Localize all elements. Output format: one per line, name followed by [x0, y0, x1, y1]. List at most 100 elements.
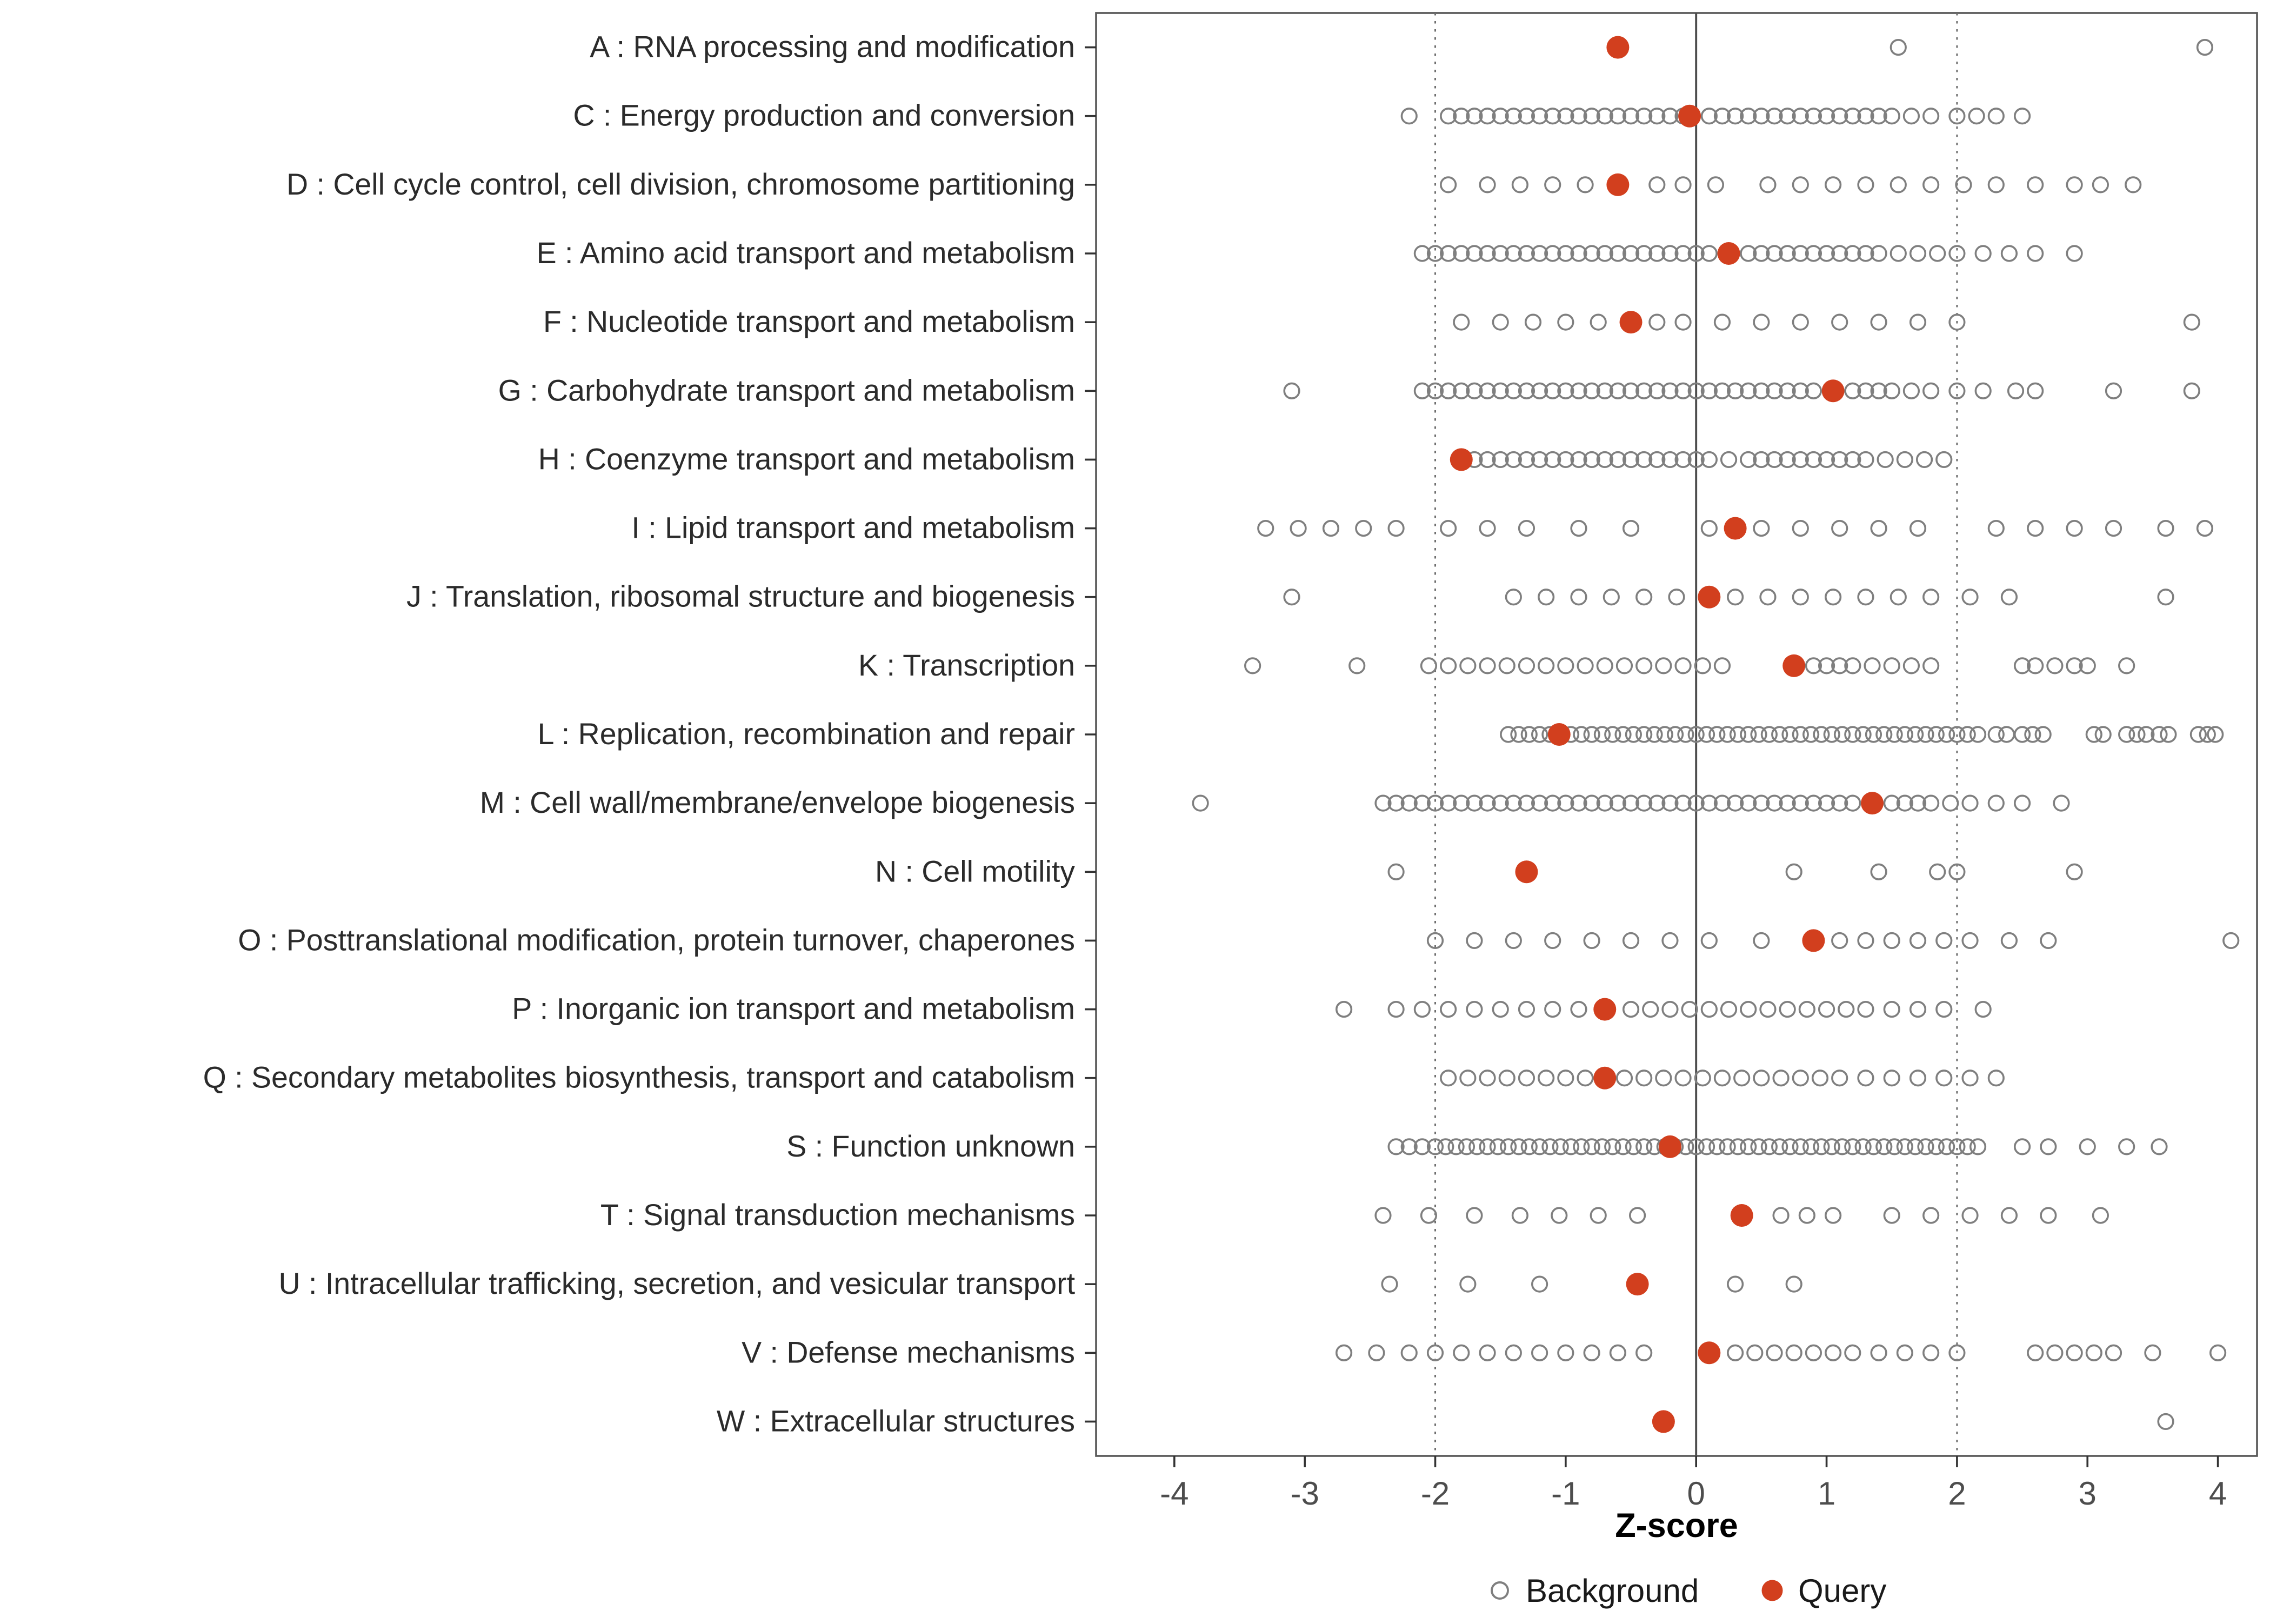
- background-point: [2196, 38, 2214, 56]
- background-point: [1987, 176, 2005, 193]
- background-point: [1593, 1138, 1611, 1155]
- background-point: [1708, 726, 1726, 743]
- y-axis-label: K : Transcription: [858, 649, 1075, 682]
- background-point: [1968, 108, 1985, 125]
- background-point: [1283, 382, 1300, 399]
- background-point: [2199, 726, 2216, 743]
- background-point: [1635, 1344, 1653, 1361]
- background-point: [1740, 1000, 1757, 1018]
- background-point: [1520, 1138, 1538, 1155]
- background-point: [1622, 451, 1640, 469]
- background-point: [1674, 451, 1692, 469]
- background-point: [1557, 657, 1574, 674]
- background-point: [1969, 726, 1987, 743]
- background-point: [1700, 932, 1718, 950]
- background-point: [1902, 108, 1920, 125]
- background-point: [2094, 726, 2112, 743]
- background-point: [1875, 1138, 1893, 1155]
- background-point: [1857, 245, 1874, 262]
- background-point: [1760, 726, 1778, 743]
- background-point: [1825, 1344, 1842, 1361]
- background-point: [1825, 589, 1842, 606]
- background-point: [1635, 382, 1653, 399]
- background-point: [2092, 176, 2109, 193]
- legend-background-marker-icon: [1491, 1581, 1509, 1600]
- background-point: [1700, 382, 1718, 399]
- background-point: [2092, 1207, 2109, 1224]
- background-point: [1674, 245, 1692, 262]
- background-point: [1681, 1000, 1698, 1018]
- background-point: [1557, 451, 1574, 469]
- background-point: [1511, 176, 1528, 193]
- background-point: [1244, 657, 1261, 674]
- background-point: [2013, 108, 2031, 125]
- background-point: [2085, 726, 2102, 743]
- background-point: [1583, 108, 1600, 125]
- background-point: [1413, 1000, 1431, 1018]
- background-point: [1781, 726, 1799, 743]
- background-point: [1700, 519, 1718, 537]
- background-point: [1538, 589, 1555, 606]
- background-point: [2196, 519, 2214, 537]
- background-point: [1426, 794, 1444, 812]
- background-point: [1844, 108, 1861, 125]
- background-point: [1661, 794, 1679, 812]
- panel-border: [1095, 12, 2258, 1457]
- background-point: [1969, 1138, 1987, 1155]
- y-axis-label: V : Defense mechanisms: [742, 1335, 1075, 1369]
- background-point: [1635, 589, 1653, 606]
- background-point: [1720, 1000, 1738, 1018]
- background-point: [1833, 1138, 1851, 1155]
- background-point: [1818, 108, 1835, 125]
- background-point: [1551, 1207, 1568, 1224]
- background-point: [1831, 108, 1848, 125]
- background-point: [1883, 794, 1900, 812]
- background-point: [1518, 794, 1535, 812]
- background-point: [1596, 657, 1613, 674]
- background-point: [1335, 1000, 1353, 1018]
- background-point: [1492, 108, 1509, 125]
- background-point: [1687, 245, 1705, 262]
- background-point: [1890, 38, 1907, 56]
- query-point: [1678, 104, 1701, 128]
- background-point: [1935, 1000, 1953, 1018]
- background-point: [1453, 382, 1470, 399]
- background-point: [1570, 589, 1587, 606]
- background-point: [1907, 1138, 1924, 1155]
- x-tick-label: -2: [1421, 1475, 1450, 1512]
- background-point: [2151, 726, 2168, 743]
- background-point: [1753, 451, 1770, 469]
- query-point: [1658, 1135, 1681, 1158]
- background-point: [1805, 657, 1822, 674]
- background-point: [1818, 451, 1835, 469]
- background-point: [1609, 382, 1626, 399]
- background-point: [1785, 1275, 1802, 1293]
- y-axis-label: P : Inorganic ion transport and metaboli…: [512, 992, 1075, 1026]
- background-point: [1668, 589, 1685, 606]
- background-point: [1753, 794, 1770, 812]
- query-point: [1717, 242, 1740, 265]
- background-point: [1674, 313, 1692, 331]
- background-point: [1785, 863, 1802, 880]
- background-point: [1596, 451, 1613, 469]
- background-point: [1413, 382, 1431, 399]
- background-point: [2066, 1344, 2083, 1361]
- background-point: [1609, 794, 1626, 812]
- background-point: [1646, 726, 1663, 743]
- background-point: [1792, 519, 1809, 537]
- query-point: [1593, 1066, 1617, 1090]
- background-point: [1948, 245, 1966, 262]
- query-point: [1698, 585, 1721, 609]
- legend-background-label: Background: [1526, 1573, 1699, 1609]
- background-point: [1896, 1344, 1913, 1361]
- background-point: [1335, 1344, 1353, 1361]
- query-point: [1593, 998, 1617, 1021]
- background-point: [1959, 1138, 1976, 1155]
- background-point: [1479, 108, 1496, 125]
- background-point: [1290, 519, 1307, 537]
- x-tick-label: -4: [1160, 1475, 1189, 1512]
- background-point: [2027, 657, 2044, 674]
- background-point: [2066, 176, 2083, 193]
- background-point: [1459, 1275, 1477, 1293]
